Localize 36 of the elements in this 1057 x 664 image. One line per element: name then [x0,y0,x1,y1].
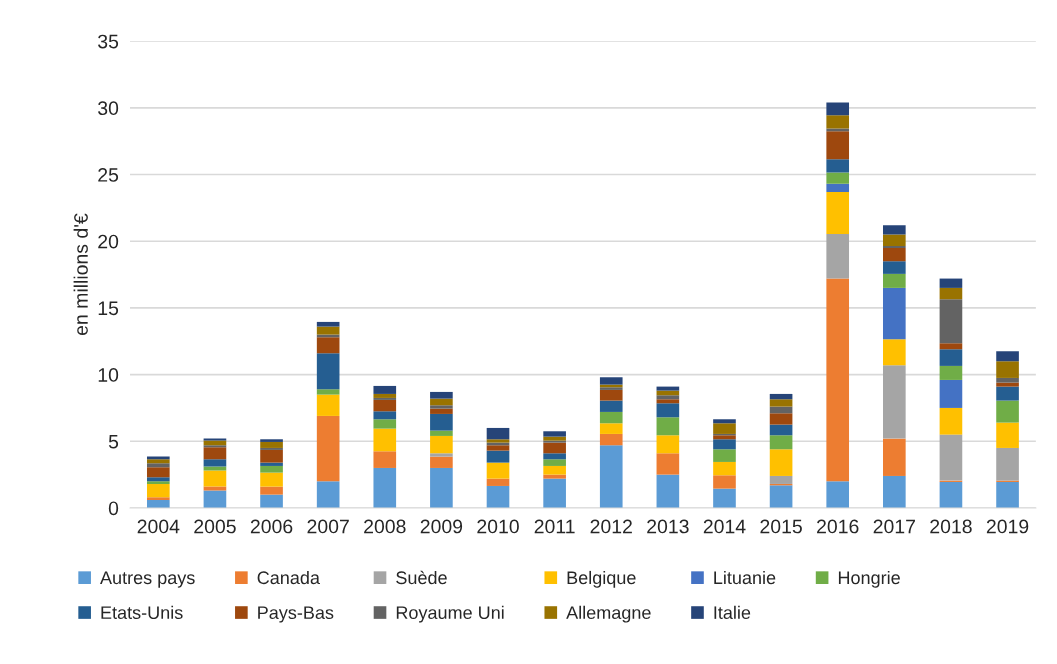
x-tick-label: 2018 [930,519,972,534]
x-tick-label: 2017 [873,519,915,534]
x-tick-label: 2013 [647,519,689,534]
y-tick-label: 30 [98,101,119,116]
legend-label: Belgique [567,570,636,588]
y-axis-title: en millions d'€ [73,213,88,336]
legend-label: Lituanie [714,570,776,585]
legend-label: Suède [396,570,447,585]
y-tick-label: 35 [98,34,119,49]
legend-label: Autres pays [100,571,195,588]
x-tick-label: 2019 [986,519,1029,534]
x-tick-label: 2012 [590,519,632,534]
legend-label: Etats-Unis [101,605,183,620]
x-tick-label: 2007 [307,519,349,534]
y-tick-label: 25 [98,168,119,182]
legend-label: Pays-Bas [258,606,334,623]
y-tick-label: 20 [98,234,119,249]
x-tick-label: 2009 [420,519,463,534]
x-tick-label: 2008 [364,519,406,534]
x-tick-label: 2006 [250,519,293,534]
legend-label: Italie [714,605,751,620]
legend-label: Hongrie [838,570,900,588]
legend-label: Allemagne [566,605,651,623]
x-tick-label: 2011 [534,519,575,534]
x-tick-label: 2005 [194,519,236,534]
legend-label: Canada [257,570,320,585]
x-tick-label: 2010 [477,519,519,534]
legend-label: Royaume Uni [396,605,504,623]
y-tick-label: 5 [108,434,119,449]
x-tick-label: 2016 [817,519,859,534]
y-tick-label: 15 [98,301,119,316]
x-tick-label: 2014 [703,519,746,534]
x-tick-label: 2004 [137,519,180,534]
y-tick-label: 10 [98,368,119,382]
x-tick-label: 2015 [760,519,802,534]
y-tick-label: 0 [108,501,119,516]
